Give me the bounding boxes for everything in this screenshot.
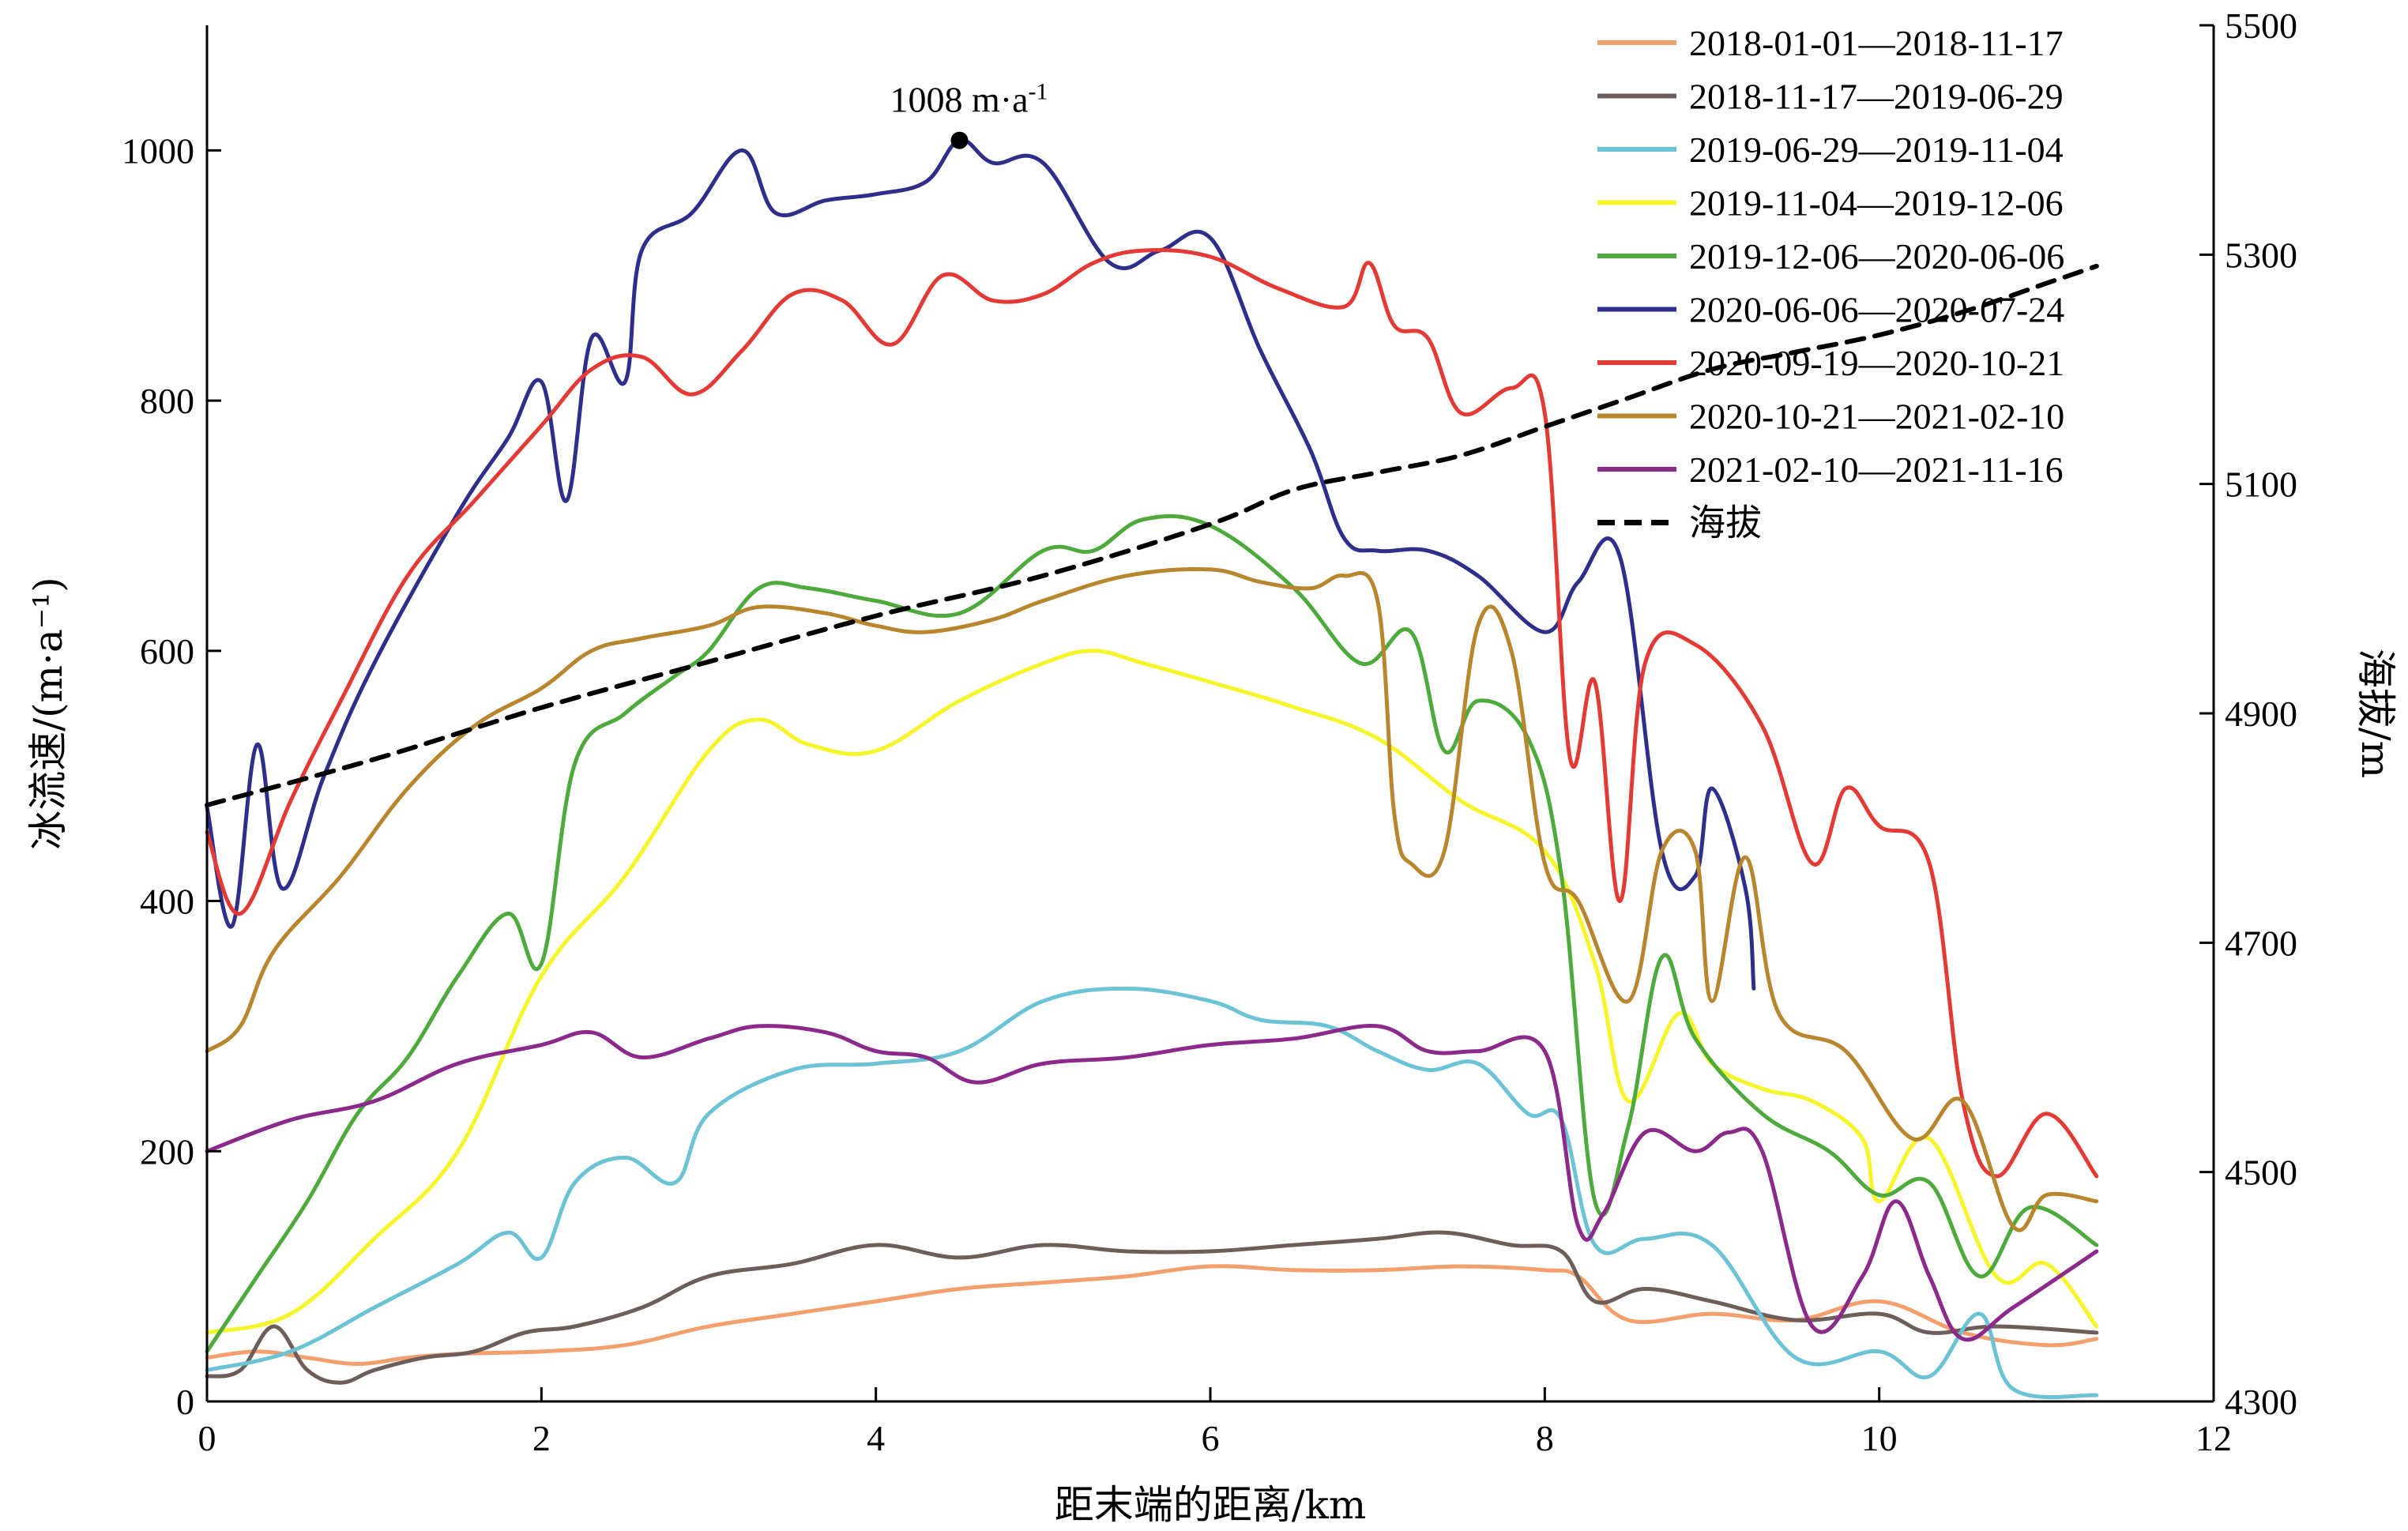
peak-marker [950,131,969,149]
series-line-8 [205,567,2099,1232]
legend-label: 2019-12-06—2020-06-06 [1689,236,2064,276]
y-right-tick-label: 4900 [2225,694,2297,734]
series-line-6 [205,137,1756,991]
series-line-5 [205,513,2099,1354]
x-tick-label: 12 [2195,1418,2232,1458]
x-axis-label: 距末端的距离/km [1055,1482,1367,1528]
legend-label: 2020-09-19—2020-10-21 [1689,343,2064,383]
legend: 2018-01-01—2018-11-17 2018-11-17—2019-06-… [1597,23,2064,544]
y-tick-label: 0 [176,1382,194,1422]
legend-label: 2020-10-21—2021-02-10 [1689,397,2064,437]
x-tick-label: 10 [1861,1418,1898,1458]
legend-label: 2021-02-10—2021-11-16 [1689,450,2064,490]
legend-label: 2019-11-04—2019-12-06 [1689,183,2064,224]
peak-label: 1008 m·a-1 [890,79,1048,120]
series-line-4 [205,649,2099,1335]
x-tick-label: 0 [198,1418,216,1458]
x-tick-label: 6 [1202,1418,1220,1458]
axes: 0 2 4 6 8 10 12 0 200 400 600 800 1000 4300 4500 4700 49… [122,6,2297,1458]
y-right-axis-label: 海拔/m [2353,649,2399,778]
x-tick-label: 8 [1536,1418,1554,1458]
legend-label: 海拔 [1689,503,1762,544]
y-right-tick-label: 5500 [2225,6,2297,46]
y-right-tick-label: 4500 [2225,1153,2297,1193]
y-right-tick-label: 5100 [2225,465,2297,505]
series-line-1 [205,1264,2099,1366]
peak-annotation: 1008 m·a-1 [890,79,1048,149]
legend-label: 2020-06-06—2020-07-24 [1689,290,2064,330]
axis-labels: 距末端的距离/km 冰流速/(m·a⁻¹) 海拔/m [25,577,2399,1528]
y-right-tick-label: 5300 [2225,235,2297,275]
series-line-3 [205,986,2099,1400]
legend-label: 2018-01-01—2018-11-17 [1689,23,2064,63]
x-tick-label: 4 [867,1418,885,1458]
legend-label: 2019-06-29—2019-11-04 [1689,130,2064,170]
y-axis-label: 冰流速/(m·a⁻¹) [25,577,71,849]
y-tick-label: 1000 [122,130,194,171]
y-right-tick-label: 4300 [2225,1382,2297,1422]
plot-lines [205,137,2099,1400]
y-tick-label: 400 [140,882,194,922]
series-line-7 [205,248,2099,1179]
y-tick-label: 200 [140,1131,194,1172]
legend-label: 2018-11-17—2019-06-29 [1689,77,2064,117]
x-tick-label: 2 [532,1418,551,1458]
series-line-10 [205,263,2099,808]
series-line-9 [205,1024,2099,1342]
y-tick-label: 600 [140,631,194,671]
series-line-2 [205,1230,2099,1385]
y-tick-label: 800 [140,381,194,421]
y-right-tick-label: 4700 [2225,923,2297,963]
